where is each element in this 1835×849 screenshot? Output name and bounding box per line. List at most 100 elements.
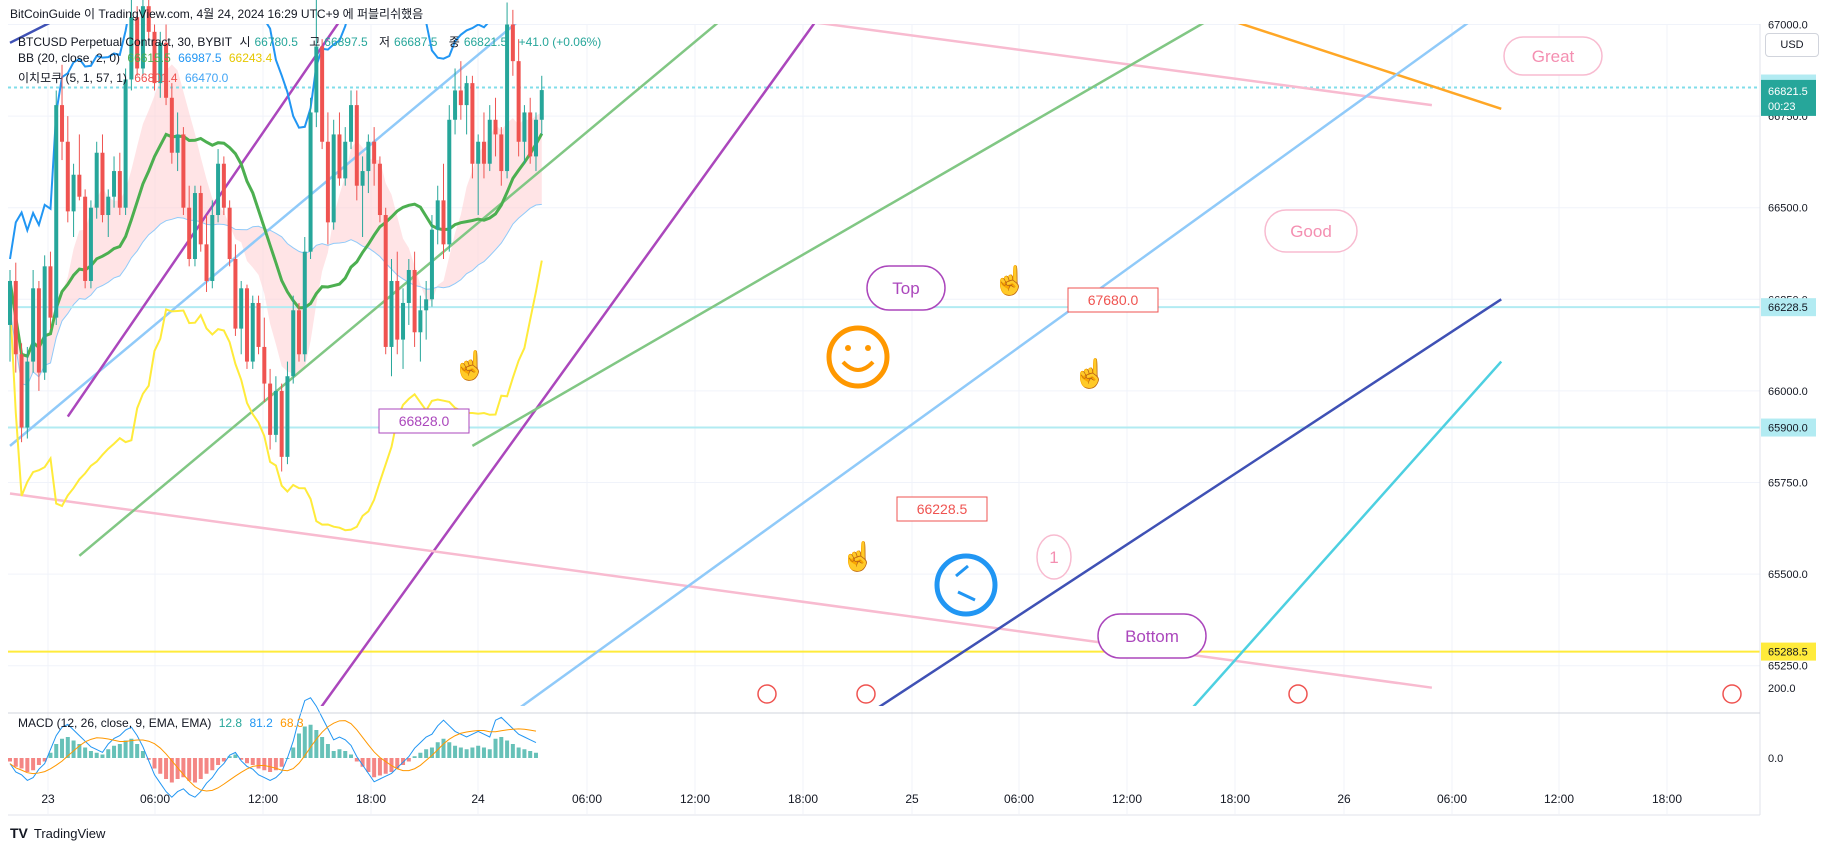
candle-body: [256, 302, 261, 347]
callout-text: Bottom: [1125, 627, 1179, 646]
macd-histogram-bar: [129, 738, 134, 758]
candle-body: [233, 258, 238, 329]
macd-histogram-bar: [314, 730, 319, 758]
symbol-title: BTCUSD Perpetual Contract, 30, BYBIT: [18, 35, 233, 49]
macd-line: [9, 697, 537, 798]
candle-body: [314, 46, 319, 113]
hand-pointer-icon: ☝: [453, 348, 488, 382]
ichimoku-span-b: [9, 203, 542, 387]
bb-label: BB (20, close, 2, 0): [18, 51, 121, 65]
macd-histogram-bar: [279, 758, 284, 767]
currency-button[interactable]: USD: [1765, 33, 1819, 57]
ichimoku-cloud: [9, 64, 542, 387]
macd-histogram-bar: [302, 726, 307, 758]
macd-signal-value: 68.3: [280, 716, 304, 730]
trend-line: [520, 24, 1469, 706]
x-tick-label: 23: [41, 792, 55, 806]
candle-body: [88, 207, 93, 281]
macd-histogram-bar: [522, 749, 527, 758]
candle-body: [389, 280, 394, 347]
x-tick-label: 06:00: [572, 792, 602, 806]
candle-body: [349, 105, 354, 142]
callout-text: Great: [1532, 47, 1575, 66]
macd-legend[interactable]: MACD (12, 26, close, 9, EMA, EMA) 12.8 8…: [18, 716, 308, 730]
candle-body: [77, 174, 82, 197]
candle-body: [406, 269, 411, 303]
x-tick-label: 24: [471, 792, 485, 806]
macd-histogram-bar: [441, 738, 446, 758]
macd-histogram-bar: [216, 758, 221, 765]
y-tick-label: 65750.0: [1768, 478, 1808, 490]
y-tick-label: 67000.0: [1768, 20, 1808, 32]
candle-body: [343, 141, 348, 179]
price-note-text: 66828.0: [399, 413, 450, 429]
bb-lower-value: 66243.4: [228, 51, 273, 65]
price-note-text: 67680.0: [1088, 292, 1139, 308]
macd-histogram-bar: [117, 744, 122, 758]
candle-body: [273, 390, 278, 435]
candle-body: [25, 361, 30, 428]
macd-histogram-bar: [19, 758, 24, 769]
candle-body: [435, 200, 440, 230]
candle-body: [505, 24, 510, 172]
price-note-box: [896, 496, 988, 522]
bb-upper-line: [9, 24, 489, 260]
candle-body: [481, 141, 486, 164]
macd-histogram-bar: [152, 758, 157, 769]
candle-body: [129, 17, 134, 80]
price-line-text: 66228.5: [1768, 302, 1808, 314]
price-axis[interactable]: 69500.069250.069000.068750.068500.068250…: [8, 0, 1816, 816]
macd-histogram-bar: [175, 758, 180, 779]
macd-histogram-bar: [505, 740, 510, 758]
macd-histogram-bar: [297, 733, 301, 758]
macd-histogram-bar: [273, 758, 278, 771]
macd-histogram-bar: [221, 758, 226, 762]
macd-histogram-bar: [158, 758, 163, 774]
trend-line: [817, 24, 1433, 107]
trend-line: [1237, 24, 1502, 110]
macd-histogram-bar: [71, 740, 76, 758]
macd-histogram-bar: [487, 749, 492, 758]
tradingview-wordmark: TradingView: [33, 825, 106, 841]
macd-histogram-bar: [146, 758, 151, 760]
price-line-text: 65288.5: [1768, 647, 1808, 659]
macd-histogram-bar: [140, 751, 145, 758]
price-line-label: [1761, 642, 1816, 661]
macd-histogram-bar: [528, 751, 533, 758]
ichimoku-legend[interactable]: 이치모쿠 (5, 1, 57, 1) 66801.4 66470.0: [18, 69, 232, 86]
drawing-annotations[interactable]: Great Good Top Bottom 1 67680.0 66828.0 66228.5…: [378, 36, 1742, 704]
candlestick-series[interactable]: [8, 0, 544, 472]
macd-histogram-bar: [60, 738, 65, 758]
callout-bubble: [866, 265, 946, 311]
macd-histogram-bar: [77, 744, 82, 758]
candle-body: [395, 280, 400, 340]
ohlc-high: 고 66897.5: [309, 35, 368, 49]
price-change: +41.0 (+0.06%): [518, 35, 602, 49]
macd-tick-label: 0.0: [1768, 753, 1783, 765]
trend-line: [471, 24, 1205, 447]
macd-histogram-bar: [424, 749, 429, 758]
bb-legend[interactable]: BB (20, close, 2, 0) 66615.5 66987.5 662…: [18, 51, 276, 65]
macd-histogram-bar: [516, 747, 521, 758]
candle-body: [31, 288, 36, 362]
macd-histogram-bar: [291, 747, 296, 758]
x-tick-label: 18:00: [356, 792, 386, 806]
macd-histogram-bar: [268, 758, 273, 772]
callout-text: Top: [892, 279, 919, 298]
candle-body: [204, 244, 209, 281]
candle-body: [447, 119, 452, 245]
tradingview-logo-icon: TV: [10, 825, 28, 841]
candle-body: [470, 83, 475, 164]
candle-body: [169, 97, 174, 153]
symbol-legend[interactable]: BTCUSD Perpetual Contract, 30, BYBIT 시 66…: [18, 33, 605, 50]
macd-histogram-bar: [533, 752, 538, 758]
macd-histogram-bar: [83, 747, 88, 758]
candle-body: [192, 193, 197, 259]
macd-histogram-bar: [372, 758, 377, 778]
x-tick-label: 12:00: [1112, 792, 1142, 806]
price-line-label: [1761, 298, 1816, 317]
candle-body: [453, 90, 458, 120]
candle-body: [487, 119, 492, 164]
candle-body: [279, 390, 284, 457]
